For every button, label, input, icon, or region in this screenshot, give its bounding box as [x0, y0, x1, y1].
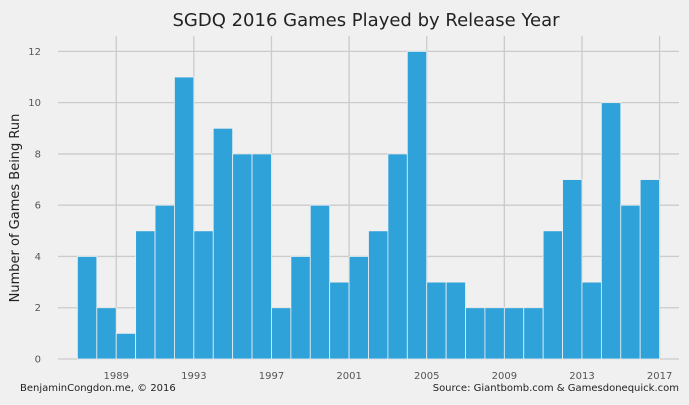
bar-2004 — [406, 50, 428, 360]
bar-2000 — [329, 281, 350, 360]
bar-2008 — [484, 307, 505, 360]
x-tick-label: 2001 — [336, 371, 361, 382]
bars — [77, 50, 660, 360]
bar-1996 — [251, 153, 272, 360]
x-tick-label: 2005 — [414, 371, 439, 382]
x-tick-label: 1993 — [181, 371, 206, 382]
y-tick-label: 0 — [35, 355, 41, 366]
bar-1995 — [232, 153, 253, 360]
bar-2011 — [542, 230, 563, 360]
bar-1992 — [174, 76, 195, 360]
x-tick-label: 2013 — [569, 371, 594, 382]
bar-2015 — [620, 204, 641, 360]
bar-1993 — [193, 230, 214, 360]
x-tick-label: 2017 — [647, 371, 672, 382]
y-tick-label: 12 — [28, 47, 41, 58]
footer-source: Source: Giantbomb.com & Gamesdonequick.c… — [433, 383, 679, 394]
bar-1988 — [96, 307, 117, 360]
y-tick-label: 4 — [35, 252, 41, 263]
bar-2001 — [348, 256, 369, 360]
bar-2005 — [426, 281, 447, 360]
bar-1990 — [135, 230, 156, 360]
footer-credit: BenjaminCongdon.me, © 2016 — [20, 383, 176, 394]
x-tick-label: 1989 — [103, 371, 128, 382]
bar-2013 — [581, 281, 602, 360]
bar-1989 — [115, 332, 137, 360]
bar-2006 — [445, 281, 466, 360]
y-tick-label: 2 — [35, 303, 41, 314]
chart-title: SGDQ 2016 Games Played by Release Year — [172, 10, 560, 31]
y-axis-label: Number of Games Being Run — [8, 114, 23, 303]
y-tick-label: 10 — [28, 98, 41, 109]
bar-2009 — [503, 307, 525, 360]
x-tick-labels: 1989 1993 1997 2001 2005 2009 2013 2017 — [103, 371, 672, 382]
bar-1987 — [77, 256, 98, 360]
bar-1998 — [290, 256, 311, 360]
bar-2007 — [465, 307, 486, 360]
x-tick-label: 2009 — [492, 371, 517, 382]
bar-2002 — [368, 230, 389, 360]
y-tick-label: 8 — [35, 149, 41, 160]
bar-1999 — [309, 204, 331, 360]
bar-1994 — [212, 127, 234, 360]
x-tick-label: 1997 — [259, 371, 284, 382]
y-tick-label: 6 — [35, 201, 41, 212]
bar-2012 — [562, 179, 583, 360]
bar-2010 — [523, 307, 544, 360]
bar-2016 — [639, 179, 660, 360]
y-tick-labels: 0 2 4 6 8 10 12 — [28, 47, 41, 366]
bar-1991 — [154, 204, 175, 360]
bar-1997 — [271, 307, 292, 360]
bar-2014 — [600, 102, 622, 360]
bar-2003 — [387, 153, 408, 360]
